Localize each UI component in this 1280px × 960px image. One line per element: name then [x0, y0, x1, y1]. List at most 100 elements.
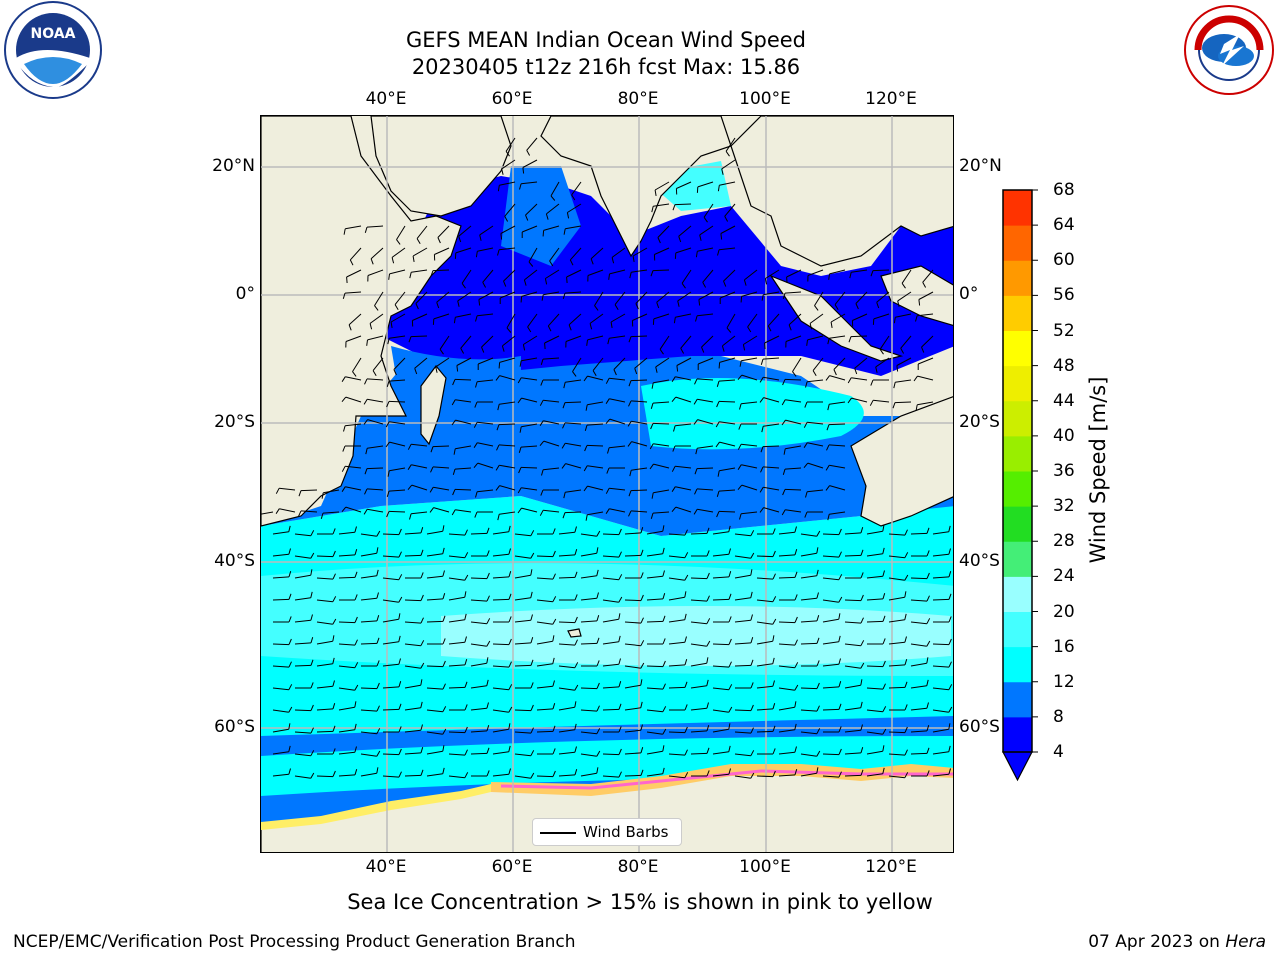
- wind-barb-shaft: [718, 379, 736, 382]
- lat-tick-left-20s: 20°S: [214, 412, 255, 432]
- wind-barb-flag: [860, 640, 865, 646]
- wind-barb-flag: [760, 358, 764, 365]
- wind-barb-shaft: [712, 751, 729, 755]
- wind-barb-flag: [720, 233, 723, 240]
- wind-barb-flag: [772, 725, 776, 732]
- wind-barb-flag: [486, 747, 490, 754]
- wind-barb-flag: [772, 703, 776, 710]
- wind-barb-shaft: [734, 731, 752, 734]
- wind-barb-flag: [409, 513, 412, 520]
- sea-ice-band: [261, 764, 953, 830]
- wind-barb-shaft: [543, 509, 560, 513]
- wind-barb-flag: [926, 595, 930, 602]
- wind-barb-flag: [654, 189, 657, 196]
- wind-barb-shaft: [844, 621, 862, 624]
- colorbar-tick-label: 16: [1053, 636, 1075, 657]
- wind-barb-shaft: [844, 774, 862, 777]
- wind-barb-flag: [816, 728, 821, 734]
- wind-barb-flag: [627, 420, 632, 427]
- wind-barb-shaft: [690, 685, 707, 689]
- wind-barb-flag: [882, 745, 885, 752]
- wind-barb-flag: [640, 594, 644, 601]
- wind-barb-flag: [473, 462, 479, 469]
- wind-barb-flag: [376, 660, 380, 667]
- wind-barb-flag: [586, 339, 588, 346]
- wind-barb-shaft: [470, 577, 488, 580]
- wind-barb-shaft: [828, 423, 846, 426]
- wind-barb-shaft: [654, 181, 670, 191]
- colorbar-extend-arrow: [1002, 751, 1033, 782]
- wind-barb-shaft: [503, 269, 516, 282]
- wind-barb-shaft: [338, 774, 356, 777]
- wind-barb-shaft: [404, 643, 421, 647]
- wind-barb-shaft: [369, 313, 384, 324]
- wind-barb-shaft: [477, 489, 494, 493]
- wind-barb-flag: [518, 446, 522, 453]
- wind-barb-shaft: [807, 335, 824, 341]
- wind-barb-shaft: [763, 486, 780, 491]
- wind-barb-flag: [574, 616, 578, 623]
- wind-barb-shaft: [587, 465, 604, 469]
- wind-barb-shaft: [720, 291, 736, 299]
- wind-barb-shaft: [412, 247, 428, 257]
- wind-barb-flag: [464, 552, 469, 558]
- legend-label: Wind Barbs: [583, 823, 669, 841]
- wind-barb-flag: [435, 366, 438, 373]
- colorbar-tick-label: 28: [1053, 531, 1075, 552]
- wind-barb-flag: [495, 464, 500, 471]
- wind-barb-shaft: [580, 731, 597, 735]
- wind-barb-shaft: [492, 751, 509, 755]
- wind-barb-shaft: [522, 225, 538, 233]
- wind-barb-shaft: [477, 313, 494, 317]
- wind-barb-flag: [464, 574, 469, 581]
- wind-barb-shaft: [448, 686, 466, 689]
- wind-barb-shaft: [411, 484, 428, 491]
- wind-barb-flag: [618, 528, 622, 535]
- wind-barb-shaft: [690, 577, 708, 580]
- wind-barb-flag: [288, 571, 292, 578]
- wind-barb-shaft: [917, 401, 934, 406]
- wind-barb-flag: [341, 376, 346, 382]
- wind-barb-shaft: [932, 598, 950, 601]
- wind-barb-shaft: [690, 621, 707, 625]
- wind-barb-flag: [610, 321, 613, 328]
- wind-barb-shaft: [932, 728, 949, 733]
- wind-barb-shaft: [294, 664, 312, 667]
- wind-barb-shaft: [668, 664, 686, 667]
- wind-barb-shaft: [470, 662, 487, 667]
- wind-barb-shaft: [703, 203, 714, 218]
- wind-barb-shaft: [455, 445, 472, 450]
- wind-barb-flag: [635, 303, 639, 310]
- wind-barb-flag: [508, 571, 512, 578]
- wind-barb-flag: [539, 420, 544, 426]
- wind-barb-shaft: [536, 685, 553, 689]
- wind-barb-flag: [860, 594, 864, 601]
- wind-barb-flag: [354, 594, 358, 601]
- wind-barb-flag: [341, 466, 346, 472]
- wind-barb-flag: [486, 770, 490, 777]
- wind-barb-shaft: [514, 574, 531, 579]
- wind-barb-flag: [794, 746, 797, 753]
- wind-barb-flag: [651, 382, 654, 389]
- wind-barb-flag: [904, 772, 909, 778]
- wind-barb-flag: [376, 682, 380, 689]
- wind-barb-flag: [869, 400, 874, 406]
- wind-barb-shaft: [726, 313, 736, 329]
- wind-barb-flag: [761, 426, 764, 433]
- wind-barb-shaft: [830, 313, 846, 323]
- wind-barb-flag: [860, 769, 864, 776]
- wind-barb-shaft: [602, 775, 620, 778]
- wind-barb-flag: [737, 374, 743, 381]
- legend-barb-line: [540, 832, 576, 834]
- wind-barb-flag: [618, 658, 621, 665]
- wind-barb-shaft: [764, 335, 780, 344]
- wind-barb-flag: [310, 682, 314, 689]
- wind-barb-flag: [764, 278, 768, 285]
- wind-barb-shaft: [504, 203, 516, 217]
- wind-barb-shaft: [932, 553, 949, 557]
- wind-barb-shaft: [404, 554, 422, 557]
- colorbar-segment: [1003, 681, 1032, 718]
- wind-barb-flag: [816, 615, 820, 622]
- wind-barb-shaft: [678, 225, 692, 237]
- wind-barb-shaft: [872, 269, 890, 272]
